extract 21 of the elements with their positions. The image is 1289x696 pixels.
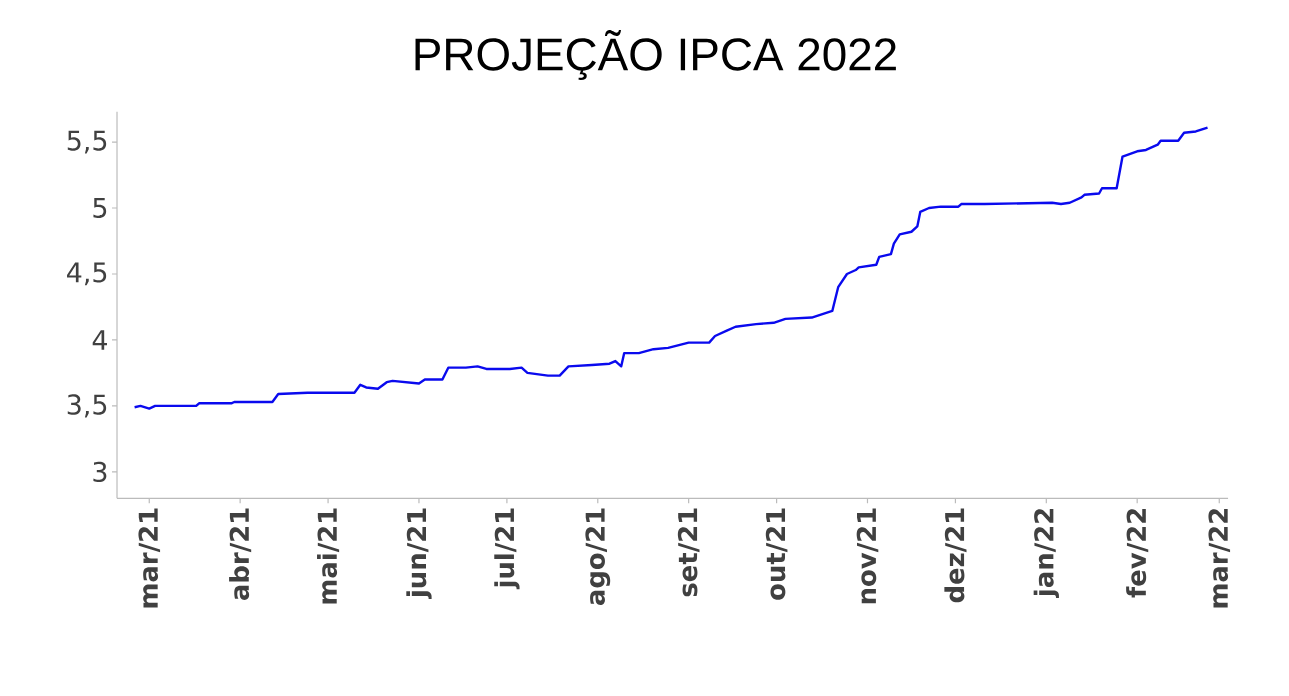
y-tick-label: 5 [93, 198, 107, 218]
chart-title: PROJEÇÃO IPCA 2022 [415, 30, 896, 80]
x-tick-label: out/21 [765, 508, 788, 600]
x-tick-label: set/21 [677, 508, 700, 597]
x-tick-label: ago/21 [585, 508, 611, 606]
x-tick-label: jun/21 [406, 508, 432, 599]
x-tick-label: nov/21 [856, 508, 879, 604]
x-tick-label: mar/21 [138, 508, 161, 608]
y-tick-label: 3 [93, 461, 107, 483]
x-tick-label: mar/22 [1208, 509, 1231, 608]
y-tick-label: 4,5 [67, 262, 107, 286]
x-tick-label: fev/22 [1126, 509, 1149, 598]
x-tick-label: jan/22 [1033, 509, 1059, 598]
x-tick-label: mai/21 [317, 508, 340, 604]
y-tick-label: 5,5 [67, 130, 107, 154]
y-tick-label: 3,5 [67, 394, 107, 418]
x-tick-label: dez/21 [944, 508, 967, 603]
line-series [133, 126, 1209, 410]
x-tick-label: jul/21 [494, 508, 520, 590]
x-tick-label: abr/21 [229, 508, 252, 600]
y-tick-label: 4 [92, 330, 107, 350]
